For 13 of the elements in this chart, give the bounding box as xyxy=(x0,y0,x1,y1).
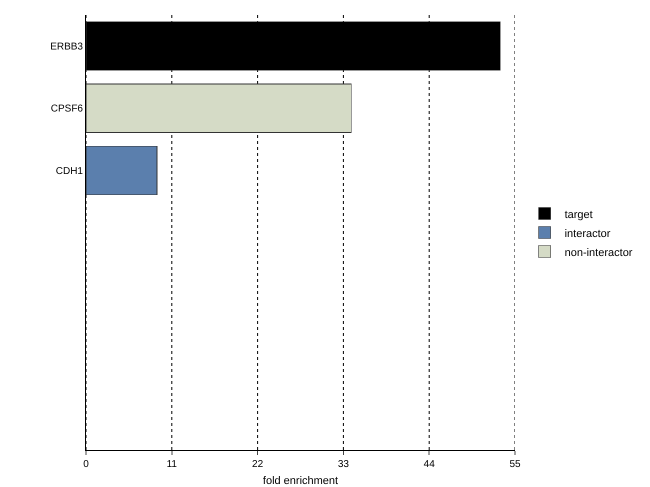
x-tick-label: 55 xyxy=(509,459,521,470)
y-tick-label: ERBB3 xyxy=(50,42,84,53)
legend-label: non-interactor xyxy=(564,246,633,259)
x-tick-label: 33 xyxy=(338,459,350,470)
x-tick-label: 22 xyxy=(252,459,264,470)
legend-label: target xyxy=(564,208,593,221)
y-tick-label: CDH1 xyxy=(56,166,84,177)
x-axis-title: fold enrichment xyxy=(262,475,338,487)
x-tick-label: 44 xyxy=(424,459,436,470)
legend-label: interactor xyxy=(564,228,611,240)
x-tick-label: 0 xyxy=(83,459,90,470)
x-tick-label: 11 xyxy=(166,459,178,470)
y-tick-label: CPSF6 xyxy=(50,104,84,115)
